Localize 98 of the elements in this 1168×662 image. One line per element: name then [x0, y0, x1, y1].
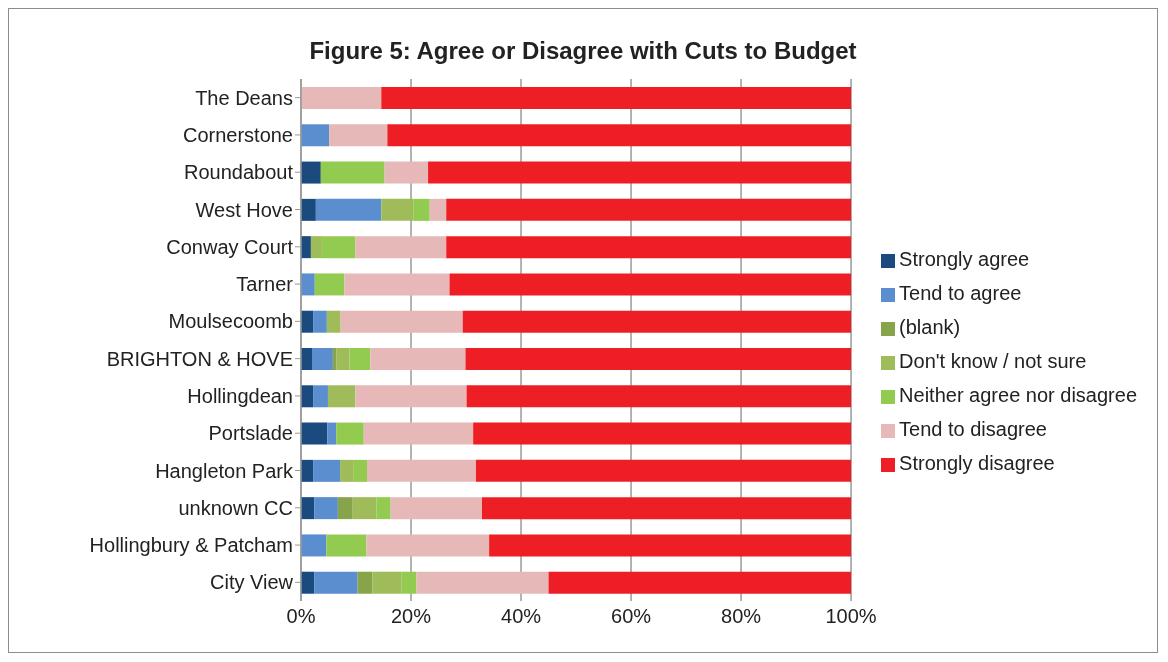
x-tick-label: 80%: [721, 605, 762, 628]
bar: [370, 348, 466, 370]
bar: [465, 348, 852, 370]
bar: [301, 87, 382, 109]
bar: [301, 236, 311, 259]
bar: [413, 198, 430, 221]
chart-title: Figure 5: Agree or Disagree with Cuts to Budget: [308, 36, 858, 66]
bar: [449, 273, 852, 296]
bar: [301, 497, 315, 520]
y-tick-label: Tarner: [236, 273, 294, 296]
bar: [301, 459, 314, 482]
bar: [355, 236, 447, 259]
bar: [313, 459, 341, 482]
y-tick-label: Roundabout: [184, 161, 294, 184]
y-tick-label: unknown CC: [178, 496, 293, 519]
bar: [376, 497, 391, 520]
bar: [310, 236, 322, 259]
x-tick-label: 0%: [286, 605, 316, 628]
bar: [390, 497, 482, 520]
bar: [340, 310, 463, 333]
bar: [301, 198, 316, 221]
bar: [314, 273, 345, 296]
y-tick-label: Cornerstone: [182, 124, 293, 147]
bar: [301, 534, 327, 557]
bar: [321, 236, 356, 259]
bar: [372, 571, 402, 594]
legend-label: Neither agree nor disagree: [899, 384, 1137, 406]
bar: [301, 571, 315, 594]
bar: [466, 385, 852, 408]
y-tick-label: Hangleton Park: [155, 459, 294, 482]
y-tick-label: West Hove: [195, 198, 293, 221]
bar: [314, 571, 358, 594]
x-tick-label: 60%: [611, 605, 652, 628]
bar: [315, 198, 382, 221]
bar: [548, 571, 852, 594]
bar: [475, 459, 852, 482]
bar: [363, 422, 474, 445]
y-tick-label: BRIGHTON & HOVE: [106, 347, 293, 370]
x-tick-label: 40%: [501, 605, 542, 628]
bar: [332, 348, 337, 370]
legend-label: Tend to agree: [899, 282, 1022, 304]
bar: [428, 161, 852, 184]
bar: [312, 348, 333, 370]
bar: [353, 459, 368, 482]
legend-label: Strongly disagree: [899, 452, 1055, 474]
bar: [473, 422, 852, 445]
bar: [366, 534, 490, 557]
bar: [326, 310, 341, 333]
bar: [340, 459, 354, 482]
bar: [344, 273, 450, 296]
bar: [481, 497, 852, 520]
bar: [326, 534, 367, 557]
bar: [327, 422, 337, 445]
bar: [301, 273, 315, 296]
bar: [489, 534, 852, 557]
bar: [320, 161, 385, 184]
bar: [381, 198, 414, 221]
bar: [384, 161, 429, 184]
bar: [387, 124, 852, 147]
bar: [416, 571, 549, 594]
bar: [349, 348, 371, 370]
bar: [429, 198, 447, 221]
legend-label: Strongly agree: [899, 248, 1030, 270]
bar: [462, 310, 852, 333]
bar: [327, 385, 356, 408]
bar: [313, 310, 327, 333]
legend-label: Tend to disagree: [899, 418, 1047, 440]
bar: [301, 385, 314, 408]
legend-label: Don't know / not sure: [899, 350, 1087, 372]
bar: [381, 87, 852, 109]
bar: [301, 310, 314, 333]
bar: [355, 385, 467, 408]
bar: [314, 497, 338, 520]
x-tick-label: 20%: [391, 605, 432, 628]
bar: [336, 422, 364, 445]
y-tick-label: City View: [210, 571, 294, 594]
legend-label: (blank): [899, 316, 961, 338]
y-tick-label: Hollingdean: [187, 385, 293, 408]
bar: [337, 497, 353, 520]
x-tick-label: 100%: [825, 605, 877, 628]
bar: [446, 236, 852, 259]
y-tick-label: Portslade: [208, 422, 293, 445]
y-tick-label: The Deans: [195, 86, 293, 109]
bar: [301, 348, 312, 370]
bar: [329, 124, 388, 147]
bar: [357, 571, 373, 594]
bar: [336, 348, 350, 370]
bar: [367, 459, 476, 482]
bar: [352, 497, 377, 520]
bar: [301, 422, 328, 445]
bar: [401, 571, 417, 594]
bar: [301, 161, 321, 184]
y-tick-label: Conway Court: [166, 235, 294, 258]
y-tick-label: Hollingbury & Patcham: [89, 534, 293, 557]
bar: [446, 198, 852, 221]
y-tick-label: Moulsecoomb: [168, 310, 293, 333]
bar: [301, 124, 330, 147]
bar: [313, 385, 328, 408]
